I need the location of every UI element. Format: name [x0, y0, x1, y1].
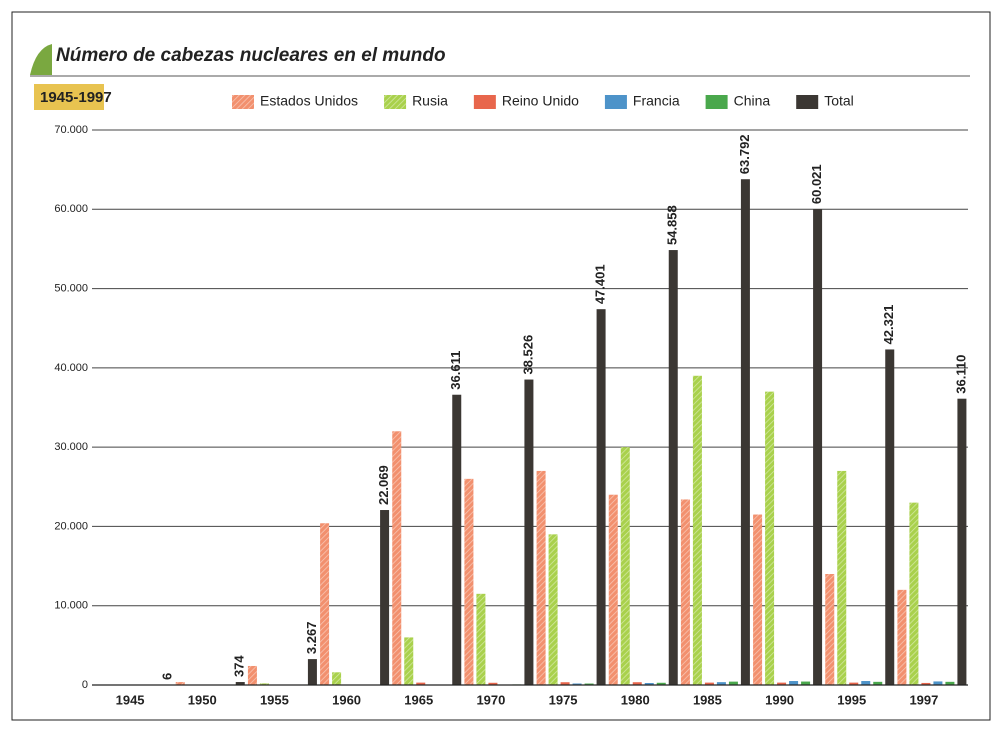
x-tick-label: 1945: [116, 692, 145, 707]
value-label: 38.526: [520, 335, 535, 375]
chart-title: Número de cabezas nucleares en el mundo: [56, 45, 446, 66]
bar-hatch: [897, 590, 906, 685]
bar-hatch: [248, 666, 257, 685]
x-tick-label: 1975: [549, 692, 578, 707]
bar-hatch: [609, 495, 618, 685]
value-label: 63.792: [737, 134, 752, 174]
value-label: 36.611: [448, 351, 463, 390]
bar-hatch: [753, 515, 762, 685]
chart: Número de cabezas nucleares en el mundo …: [0, 0, 1002, 742]
legend-label: Francia: [633, 93, 680, 109]
x-tick-label: 1995: [837, 692, 866, 707]
value-label: 6: [160, 673, 175, 680]
bar-hatch: [693, 376, 702, 685]
bar-hatch: [537, 471, 546, 685]
y-tick-label: 30.000: [54, 441, 88, 453]
y-tick-label: 60.000: [54, 203, 88, 215]
page: {"chart_data": { "type": "bar", "title":…: [0, 0, 1002, 742]
bar-hatch: [825, 574, 834, 685]
bar-hatch: [404, 637, 413, 685]
x-tick-label: 1950: [188, 692, 217, 707]
bar: [308, 659, 317, 685]
bar-hatch: [464, 479, 473, 685]
value-label: 42.321: [881, 305, 896, 345]
bar: [741, 179, 750, 685]
x-tick-label: 1970: [476, 692, 505, 707]
bar: [813, 209, 822, 685]
bar: [452, 395, 461, 685]
x-tick-label: 1985: [693, 692, 722, 707]
bar: [524, 380, 533, 685]
bar-hatch: [476, 594, 485, 685]
x-tick-label: 1980: [621, 692, 650, 707]
bar: [380, 510, 389, 685]
legend-label: Estados Unidos: [260, 93, 358, 109]
legend-label: China: [734, 93, 771, 109]
legend-swatch: [605, 95, 627, 109]
bar-hatch: [909, 503, 918, 685]
legend-label: Reino Unido: [502, 93, 579, 109]
bar: [957, 399, 966, 685]
x-tick-label: 1965: [404, 692, 433, 707]
x-tick-label: 1997: [909, 692, 938, 707]
bar-hatch: [392, 431, 401, 685]
bar-hatch: [621, 447, 630, 685]
legend-swatch: [706, 95, 728, 109]
bar: [669, 250, 678, 685]
value-label: 47.401: [593, 264, 608, 304]
bar-hatch: [320, 523, 329, 685]
legend-swatch: [474, 95, 496, 109]
y-tick-label: 10.000: [54, 600, 88, 612]
value-label: 54.858: [665, 205, 680, 245]
y-tick-label: 50.000: [54, 282, 88, 294]
legend-label: Rusia: [412, 93, 448, 109]
x-tick-label: 1990: [765, 692, 794, 707]
y-tick-label: 0: [82, 679, 88, 691]
legend-swatch: [796, 95, 818, 109]
legend-swatch-hatch: [384, 95, 406, 109]
y-tick-label: 20.000: [54, 520, 88, 532]
value-label: 36.110: [953, 355, 968, 394]
bar: [597, 309, 606, 685]
legend-label: Total: [824, 93, 854, 109]
bar-hatch: [332, 672, 341, 685]
subtitle: 1945-1997: [40, 89, 112, 106]
bar-hatch: [549, 534, 558, 685]
y-tick-label: 40.000: [54, 362, 88, 374]
value-label: 22.069: [376, 465, 391, 505]
value-label: 60.021: [809, 164, 824, 204]
value-label: 374: [232, 655, 247, 677]
legend-swatch-hatch: [232, 95, 254, 109]
bar-hatch: [837, 471, 846, 685]
x-tick-label: 1960: [332, 692, 361, 707]
bar-hatch: [765, 392, 774, 685]
bar: [885, 349, 894, 685]
y-tick-label: 70.000: [54, 124, 88, 136]
x-tick-label: 1955: [260, 692, 289, 707]
bar-hatch: [681, 499, 690, 685]
value-label: 3.267: [304, 622, 319, 655]
